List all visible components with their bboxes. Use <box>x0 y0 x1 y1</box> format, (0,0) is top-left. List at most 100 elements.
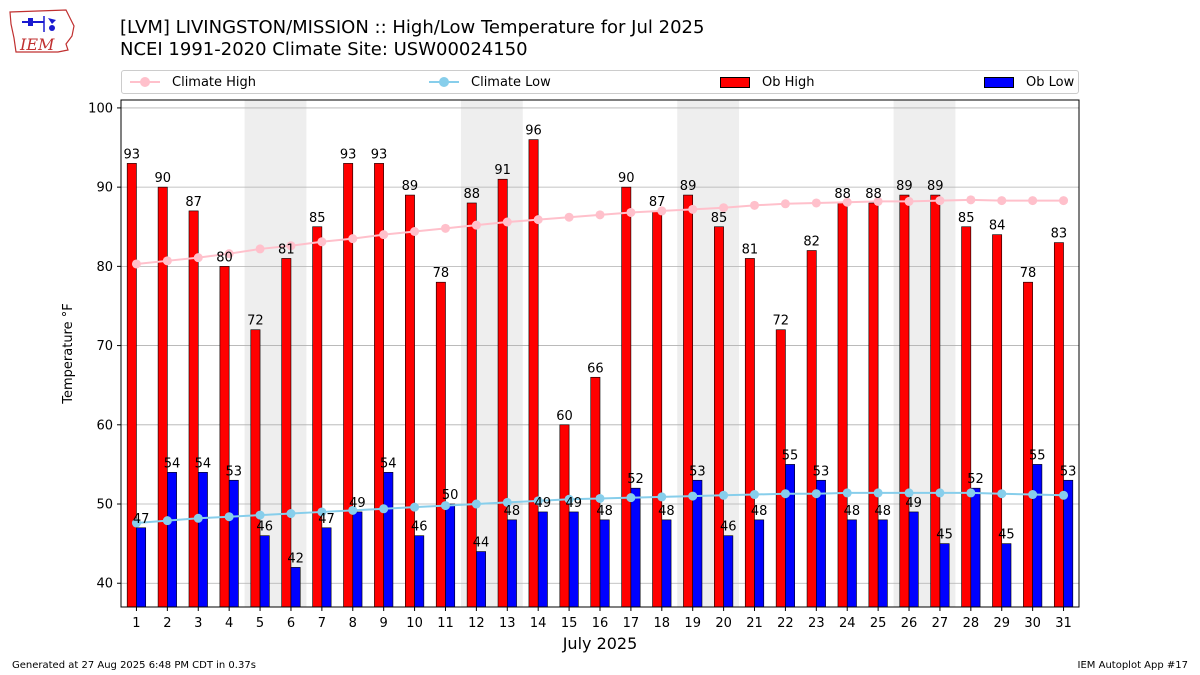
ob-low-bar <box>630 487 641 608</box>
ob-low-bar <box>259 535 270 608</box>
ob-low-bar <box>445 503 456 608</box>
climate-high-point <box>317 237 327 247</box>
climate-high-point <box>1059 196 1069 206</box>
x-tick-label: 11 <box>437 616 454 631</box>
legend-item-climate-low: Climate Low <box>429 71 551 93</box>
x-tick-label: 3 <box>194 616 202 631</box>
ob-low-bar <box>537 511 548 608</box>
chart-title: [LVM] LIVINGSTON/MISSION :: High/Low Tem… <box>120 17 705 38</box>
climate-high-point <box>997 196 1007 206</box>
ob-high-label: 60 <box>556 409 573 424</box>
ob-low-label: 45 <box>998 528 1015 543</box>
ob-high-label: 93 <box>340 147 357 162</box>
ob-low-label: 54 <box>195 456 212 471</box>
ob-high-label: 83 <box>1051 227 1068 242</box>
x-tick-label: 16 <box>592 616 609 631</box>
ob-high-label: 87 <box>185 195 202 210</box>
ob-low-label: 49 <box>565 496 582 511</box>
ob-high-label: 78 <box>433 266 450 281</box>
legend-item-climate-high: Climate High <box>130 71 256 93</box>
x-tick-label: 18 <box>654 616 671 631</box>
y-axis-label: Temperature °F <box>61 303 76 404</box>
climate-high-point <box>719 203 729 213</box>
ob-low-label: 52 <box>967 472 984 487</box>
ob-low-label: 45 <box>936 528 953 543</box>
ob-high-bar <box>374 163 384 608</box>
climate-high-point <box>131 259 141 269</box>
climate-low-point <box>255 510 265 520</box>
ob-high-bar <box>775 329 786 608</box>
climate-high-swatch-icon <box>130 77 160 87</box>
ob-low-bar <box>197 472 208 608</box>
ob-low-bar <box>568 511 579 608</box>
ob-high-bar <box>683 194 694 608</box>
ob-low-bar <box>352 511 363 608</box>
x-tick-label: 6 <box>287 616 295 631</box>
ob-high-bar <box>219 266 230 608</box>
footer-generated: Generated at 27 Aug 2025 6:48 PM CDT in … <box>12 660 256 671</box>
ob-low-bar <box>970 487 981 608</box>
ob-low-label: 46 <box>256 520 273 535</box>
ob-low-label: 48 <box>874 504 891 519</box>
ob-low-label: 49 <box>535 496 552 511</box>
ob-low-bar <box>228 479 239 608</box>
ob-high-bar <box>652 210 663 608</box>
x-tick-label: 8 <box>349 616 357 631</box>
y-tick-label: 100 <box>88 101 113 116</box>
climate-low-point <box>966 488 976 498</box>
ob-low-bar <box>939 543 950 608</box>
climate-high-point <box>626 207 636 217</box>
climate-high-point <box>286 241 296 251</box>
ob-low-label: 55 <box>1029 448 1046 463</box>
climate-high-point <box>224 249 234 259</box>
chart-subtitle: NCEI 1991-2020 Climate Site: USW00024150 <box>120 39 528 60</box>
ob-high-bar <box>126 163 137 608</box>
ob-low-bar <box>476 551 486 608</box>
ob-low-bar <box>167 472 177 608</box>
climate-high-point <box>966 195 976 205</box>
legend-label: Climate Low <box>471 74 551 90</box>
x-tick-label: 1 <box>132 616 140 631</box>
ob-high-label: 93 <box>124 147 141 162</box>
climate-low-point <box>688 491 698 501</box>
ob-low-label: 46 <box>720 520 737 535</box>
ob-high-bar <box>961 226 972 608</box>
ob-high-bar <box>343 163 354 608</box>
ob-high-label: 89 <box>896 179 913 194</box>
climate-high-point <box>688 204 698 214</box>
ob-high-label: 90 <box>154 171 171 186</box>
climate-high-point <box>750 200 760 210</box>
ob-low-bar <box>383 472 394 608</box>
ob-low-bar <box>661 519 672 608</box>
ob-high-label: 89 <box>927 179 944 194</box>
ob-high-bar <box>1023 281 1033 608</box>
ob-low-label: 53 <box>1060 464 1077 479</box>
climate-high-point <box>502 217 512 227</box>
ob-high-label: 81 <box>278 242 295 257</box>
climate-high-point <box>904 196 914 206</box>
ob-high-bar <box>405 194 415 608</box>
ob-low-label: 48 <box>844 504 861 519</box>
ob-high-label: 85 <box>309 211 326 226</box>
x-tick-label: 30 <box>1024 616 1041 631</box>
climate-low-point <box>224 512 234 522</box>
ob-high-bar <box>868 202 879 608</box>
ob-high-bar <box>312 226 323 608</box>
x-tick-label: 31 <box>1055 616 1072 631</box>
ob-high-label: 80 <box>216 250 233 265</box>
ob-low-label: 44 <box>473 536 490 551</box>
ob-high-label: 89 <box>680 179 697 194</box>
climate-low-point <box>131 518 141 528</box>
legend-label: Climate High <box>172 74 257 90</box>
ob-low-bar <box>816 479 826 608</box>
x-axis-label: July 2025 <box>562 634 638 653</box>
ob-high-label: 88 <box>834 187 851 202</box>
ob-high-label: 84 <box>989 219 1006 234</box>
ob-low-label: 53 <box>813 464 830 479</box>
climate-high-point <box>410 227 420 237</box>
climate-low-point <box>410 502 420 512</box>
ob-low-label: 49 <box>905 496 922 511</box>
x-tick-label: 23 <box>808 616 825 631</box>
ob-low-bar <box>414 535 425 608</box>
ob-high-label: 87 <box>649 195 666 210</box>
